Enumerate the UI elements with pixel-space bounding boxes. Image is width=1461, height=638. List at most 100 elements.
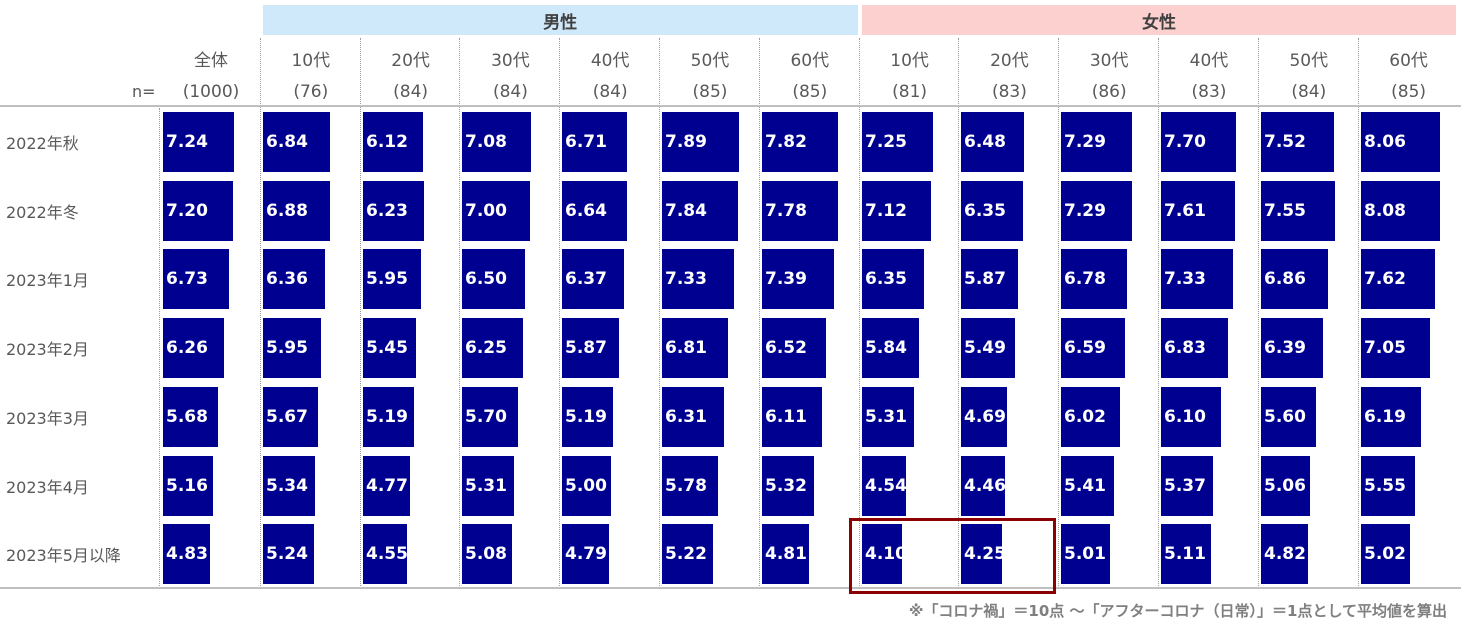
bar-cell: 5.32 <box>762 456 814 516</box>
column-sample-size: (85) <box>692 82 728 102</box>
column-sample-size: (1000) <box>182 82 240 102</box>
bar-cell: 5.55 <box>1361 456 1416 516</box>
bar-cell: 6.64 <box>562 181 627 241</box>
bar-cell: 4.25 <box>961 524 1006 584</box>
bar-cell: 8.08 <box>1361 181 1440 241</box>
bar-cell: 5.00 <box>562 456 611 516</box>
bar-cell: 6.39 <box>1261 318 1324 378</box>
bar-cell: 4.81 <box>762 524 809 584</box>
bar-cell: 5.60 <box>1261 387 1316 447</box>
bar-cell: 7.33 <box>1161 249 1233 309</box>
column-sample-size: (83) <box>991 82 1027 102</box>
bar-cell: 6.83 <box>1161 318 1228 378</box>
row-label: 2023年3月 <box>6 408 89 428</box>
column-sample-size: (85) <box>1391 82 1427 102</box>
column-header-label: 10代 <box>890 51 929 71</box>
bar-cell: 6.52 <box>762 318 826 378</box>
bar-cell: 6.25 <box>462 318 523 378</box>
bar-cell: 4.83 <box>163 524 211 584</box>
bar-cell: 7.29 <box>1061 112 1133 172</box>
bar-cell: 5.67 <box>263 387 319 447</box>
bar-cell: 5.41 <box>1061 456 1114 516</box>
bar-cell: 6.59 <box>1061 318 1126 378</box>
bar-cell: 6.26 <box>163 318 224 378</box>
bar-cell: 6.37 <box>562 249 625 309</box>
column-separator <box>659 38 660 588</box>
column-sample-size: (84) <box>492 82 528 102</box>
column-separator <box>360 38 361 588</box>
bar-cell: 4.77 <box>363 456 410 516</box>
bar-cell: 5.34 <box>263 456 316 516</box>
bar-cell: 5.06 <box>1261 456 1311 516</box>
bar-cell: 6.81 <box>662 318 729 378</box>
bar-cell: 4.10 <box>862 524 907 584</box>
column-separator <box>1358 38 1359 588</box>
bar-cell: 6.35 <box>862 249 924 309</box>
column-separator <box>559 38 560 588</box>
bar-cell: 6.84 <box>263 112 330 172</box>
bar-cell: 5.31 <box>862 387 914 447</box>
bar-cell: 6.50 <box>462 249 526 309</box>
column-sample-size: (86) <box>1091 82 1127 102</box>
bar-cell: 5.87 <box>562 318 620 378</box>
bar-cell: 7.61 <box>1161 181 1236 241</box>
column-separator <box>1058 38 1059 588</box>
bar-cell: 6.19 <box>1361 387 1422 447</box>
bar-cell: 7.78 <box>762 181 838 241</box>
bar-cell: 5.19 <box>562 387 613 447</box>
column-header-label: 60代 <box>1389 51 1428 71</box>
row-label: 2022年秋 <box>6 134 79 153</box>
bar-cell: 4.82 <box>1261 524 1308 584</box>
row-label: 2023年2月 <box>6 340 89 360</box>
column-header-label: 50代 <box>1289 51 1329 71</box>
column-separator <box>159 108 160 588</box>
bar-cell: 6.86 <box>1261 249 1328 309</box>
bar-cell: 7.20 <box>163 181 234 241</box>
bar-cell: 4.69 <box>961 387 1007 447</box>
bar-cell: 6.10 <box>1161 387 1221 447</box>
bar-cell: 8.06 <box>1361 112 1440 172</box>
bar-cell: 7.39 <box>762 249 835 309</box>
bar-cell: 6.23 <box>363 181 424 241</box>
column-header-label: 30代 <box>491 51 530 71</box>
bar-cell: 7.24 <box>163 112 234 172</box>
column-sample-size: (84) <box>393 82 429 102</box>
bar-cell: 5.78 <box>662 456 719 516</box>
bar-cell: 6.31 <box>662 387 724 447</box>
bar-cell: 4.54 <box>862 456 907 516</box>
column-separator <box>1258 38 1259 588</box>
bar-cell: 6.35 <box>961 181 1023 241</box>
column-header-label: 30代 <box>1089 51 1129 71</box>
bar-cell: 5.19 <box>363 387 414 447</box>
bar-cell: 7.25 <box>862 112 933 172</box>
bar-cell: 7.70 <box>1161 112 1237 172</box>
column-sample-size: (83) <box>1191 82 1227 102</box>
row-label: 2023年1月 <box>6 271 89 291</box>
bar-cell: 6.73 <box>163 249 229 309</box>
column-sample-size: (85) <box>792 82 828 102</box>
bar-cell: 7.84 <box>662 181 739 241</box>
bar-cell: 5.37 <box>1161 456 1214 516</box>
header-divider <box>0 105 1461 107</box>
bar-cell: 7.52 <box>1261 112 1335 172</box>
bar-cell: 5.08 <box>462 524 512 584</box>
column-header-label: 50代 <box>690 51 730 71</box>
column-header-label: 10代 <box>291 51 331 71</box>
bar-cell: 6.78 <box>1061 249 1128 309</box>
bar-cell: 5.16 <box>163 456 214 516</box>
bar-cell: 5.87 <box>961 249 1019 309</box>
bar-cell: 6.02 <box>1061 387 1120 447</box>
row-label: 2022年冬 <box>6 202 79 222</box>
bar-cell: 6.11 <box>762 387 822 447</box>
bar-cell: 7.05 <box>1361 318 1430 378</box>
bar-cell: 5.68 <box>163 387 219 447</box>
bar-cell: 7.08 <box>462 112 531 172</box>
bar-cell: 7.55 <box>1261 181 1335 241</box>
row-label: 2023年5月以降 <box>6 546 121 566</box>
column-sample-size: (81) <box>892 82 928 102</box>
column-separator <box>1158 38 1159 588</box>
bar-cell: 5.49 <box>961 318 1015 378</box>
bar-cell: 7.12 <box>862 181 932 241</box>
bar-cell: 4.79 <box>562 524 609 584</box>
bar-cell: 6.88 <box>263 181 331 241</box>
